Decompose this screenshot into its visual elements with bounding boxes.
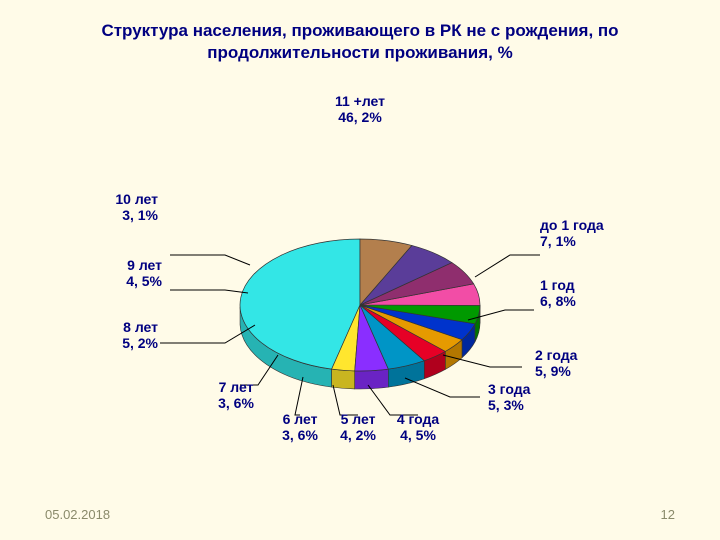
slice-label-7: 4 года 4, 5% bbox=[373, 411, 463, 443]
footer-date: 05.02.2018 bbox=[45, 507, 110, 522]
slice-label-0: 11 +лет 46, 2% bbox=[315, 93, 405, 125]
chart-title: Структура населения, проживающего в РК н… bbox=[0, 20, 720, 64]
slice-label-9: 2 года 5, 9% bbox=[535, 347, 625, 379]
pie-chart: 11 +лет 46, 2% 10 лет 3, 1% 9 лет 4, 5% 8 л… bbox=[0, 95, 720, 495]
slice-label-3: 8 лет 5, 2% bbox=[68, 319, 158, 351]
slice-label-8: 3 года 5, 3% bbox=[488, 381, 578, 413]
slice-label-10: 1 год 6, 8% bbox=[540, 277, 630, 309]
slice-label-2: 9 лет 4, 5% bbox=[72, 257, 162, 289]
pie-tops bbox=[240, 239, 480, 371]
slice-label-11: до 1 года 7, 1% bbox=[540, 217, 630, 249]
footer-page-number: 12 bbox=[661, 507, 675, 522]
slice-label-1: 10 лет 3, 1% bbox=[68, 191, 158, 223]
slice-label-4: 7 лет 3, 6% bbox=[191, 379, 281, 411]
